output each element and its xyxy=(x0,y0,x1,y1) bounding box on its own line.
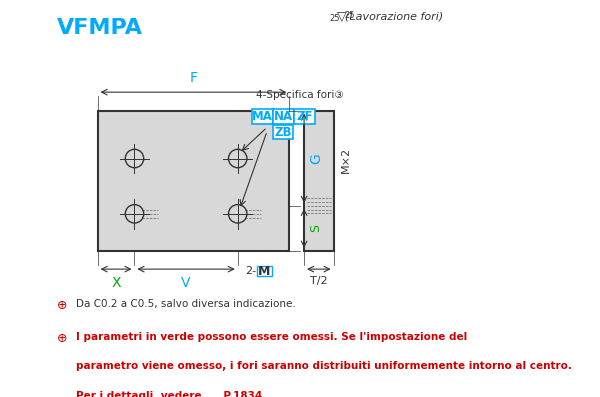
Text: parametro viene omesso, i fori saranno distribuiti uniformemente intorno al cent: parametro viene omesso, i fori saranno d… xyxy=(76,361,571,371)
Text: M: M xyxy=(258,265,271,278)
Text: 25: 25 xyxy=(344,11,355,20)
Text: Da C0.2 a C0.5, salvo diversa indicazione.: Da C0.2 a C0.5, salvo diversa indicazion… xyxy=(76,299,295,308)
Text: NA: NA xyxy=(274,110,293,123)
Text: X: X xyxy=(112,276,121,291)
Text: 4-Specifica fori③: 4-Specifica fori③ xyxy=(256,90,344,100)
Text: F: F xyxy=(190,71,197,85)
Text: (Lavorazione fori): (Lavorazione fori) xyxy=(344,12,443,21)
Text: T/2: T/2 xyxy=(310,276,328,287)
Text: V: V xyxy=(181,276,191,291)
Text: ZB: ZB xyxy=(275,126,292,139)
Text: G: G xyxy=(310,153,323,164)
Bar xyxy=(274,110,294,123)
Bar xyxy=(273,125,293,139)
Bar xyxy=(253,110,273,123)
Text: ZF: ZF xyxy=(296,110,313,123)
Text: ▽: ▽ xyxy=(337,10,347,23)
Text: M×2: M×2 xyxy=(341,146,351,173)
Text: S: S xyxy=(310,224,323,232)
Text: MA: MA xyxy=(252,110,273,123)
Text: I parametri in verde possono essere omessi. Se l'impostazione del: I parametri in verde possono essere omes… xyxy=(76,332,467,342)
Text: Per i dettagli, vedere      P.1834.: Per i dettagli, vedere P.1834. xyxy=(76,391,266,397)
Text: ⊕: ⊕ xyxy=(57,332,68,345)
Text: VFMPA: VFMPA xyxy=(57,18,143,39)
Bar xyxy=(295,110,315,123)
Text: 25: 25 xyxy=(330,14,340,23)
Text: ⊕: ⊕ xyxy=(57,299,68,312)
Bar xyxy=(98,111,289,251)
Text: 2-: 2- xyxy=(245,266,256,276)
Bar xyxy=(304,111,334,251)
FancyBboxPatch shape xyxy=(257,266,272,276)
